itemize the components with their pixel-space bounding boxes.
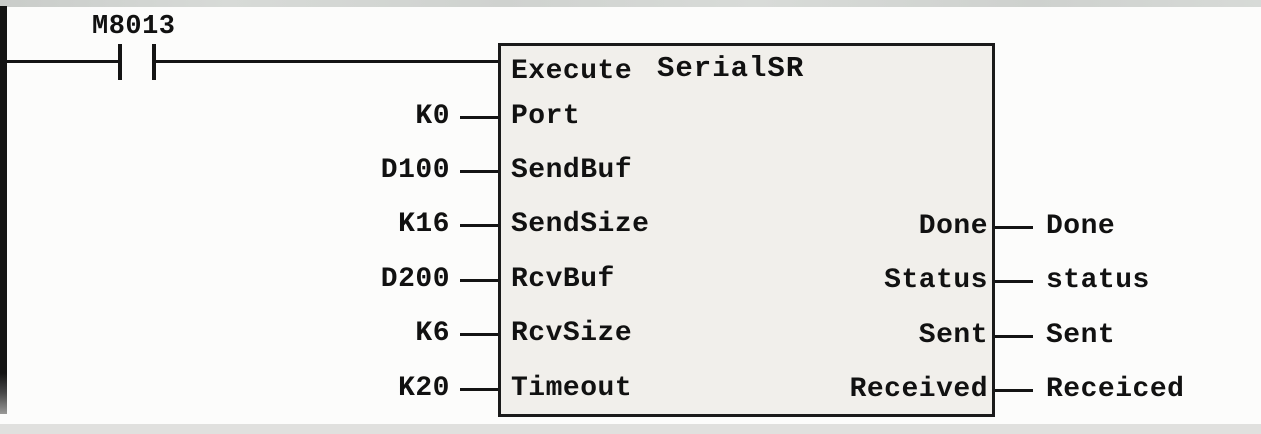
input-operand[interactable]: K0	[415, 101, 450, 132]
output-operand[interactable]: status	[1046, 265, 1150, 296]
power-rail	[0, 6, 7, 414]
output-operand[interactable]: Receiced	[1046, 374, 1185, 405]
pin-label: Received	[849, 374, 988, 405]
output-operand[interactable]: Sent	[1046, 320, 1116, 351]
pin-label: Done	[918, 211, 988, 242]
window-top-band	[0, 0, 1261, 7]
output-wire	[995, 389, 1033, 392]
contact-bar-right	[152, 44, 156, 80]
input-operand[interactable]: D100	[380, 155, 450, 186]
output-wire	[995, 226, 1033, 229]
input-wire	[460, 279, 498, 282]
output-operand[interactable]: Done	[1046, 211, 1116, 242]
pin-label: Port	[511, 101, 581, 132]
input-operand[interactable]: D200	[380, 264, 450, 295]
pin-label-execute: Execute	[511, 56, 633, 87]
input-operand[interactable]: K20	[398, 373, 450, 404]
pin-label: Sent	[918, 320, 988, 351]
input-operand[interactable]: K6	[415, 318, 450, 349]
function-block-serialsr[interactable]	[498, 43, 995, 417]
input-wire	[460, 224, 498, 227]
pin-label: RcvBuf	[511, 264, 615, 295]
pin-label: Status	[884, 265, 988, 296]
pin-label: SendSize	[511, 209, 650, 240]
input-wire	[460, 170, 498, 173]
rung-wire-left	[7, 60, 118, 63]
output-wire	[995, 280, 1033, 283]
contact-bar-left	[118, 44, 122, 80]
pin-label: SendBuf	[511, 155, 633, 186]
input-wire	[460, 333, 498, 336]
pin-label: RcvSize	[511, 318, 633, 349]
pin-label: Timeout	[511, 373, 633, 404]
rung-wire-right	[156, 60, 498, 63]
input-wire	[460, 116, 498, 119]
function-block-title: SerialSR	[657, 52, 805, 85]
window-bottom-band	[0, 424, 1261, 434]
input-wire	[460, 388, 498, 391]
output-wire	[995, 335, 1033, 338]
contact-operand[interactable]: M8013	[92, 12, 176, 42]
input-operand[interactable]: K16	[398, 209, 450, 240]
